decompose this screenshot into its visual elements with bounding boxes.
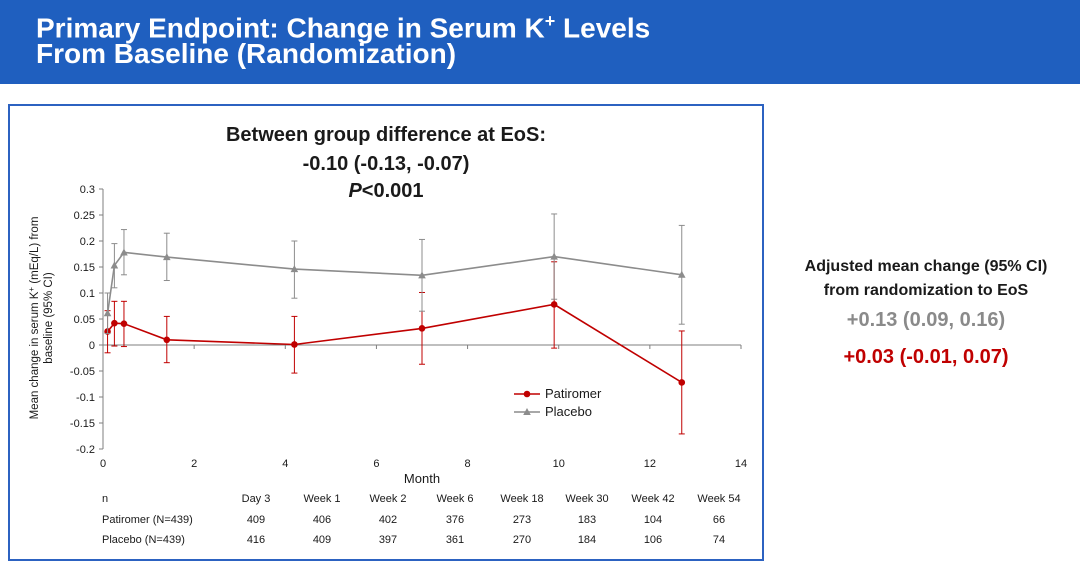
x-tick-label: 10 [553, 458, 565, 470]
table-cell: 409 [246, 514, 266, 526]
table-cell: 184 [577, 534, 597, 546]
annotation-pvalue: P<0.001 [348, 180, 423, 202]
title-superscript: + [544, 11, 556, 31]
table-cell: 270 [512, 534, 532, 546]
placebo-point [120, 248, 128, 256]
slide-title-line1: Primary Endpoint: Change in Serum K+ Lev… [36, 11, 651, 44]
table-cell: 406 [312, 514, 332, 526]
table-column-header: Week 6 [436, 493, 474, 505]
patiromer-point [550, 301, 558, 308]
table-cell: 74 [712, 534, 726, 546]
table-column-header: Week 54 [697, 493, 741, 505]
y-tick-label: 0 [89, 340, 95, 352]
table-n-label: n [102, 493, 109, 505]
table-cell: 361 [445, 534, 465, 546]
table-cell: 402 [378, 514, 398, 526]
placebo-adjusted-change: +0.13 (0.09, 0.16) [846, 309, 1006, 331]
placebo-point [677, 270, 686, 278]
x-axis-label: Month [404, 471, 440, 486]
table-cell: 409 [312, 534, 332, 546]
x-tick-label: 2 [191, 458, 197, 470]
patiromer-line [106, 303, 683, 384]
y-tick-label: 0.15 [74, 262, 95, 274]
table-cell: 106 [643, 534, 663, 546]
side-heading-line2: from randomization to EoS [823, 282, 1029, 299]
x-tick-label: 14 [735, 458, 747, 470]
table-row-label: Placebo (N=439) [102, 534, 185, 546]
placebo-point [418, 271, 426, 279]
table-cell: 397 [378, 534, 398, 546]
legend-marker-patiromer [523, 390, 531, 398]
patiromer-adjusted-change: +0.03 (-0.01, 0.07) [843, 346, 1009, 368]
patiromer-point [111, 319, 118, 327]
table-cell: 66 [712, 514, 726, 526]
y-tick-label: 0.05 [74, 314, 95, 326]
table-column-header: Day 3 [241, 493, 271, 505]
table-cell: 104 [643, 514, 663, 526]
legend-label-patiromer: Patiromer [545, 386, 602, 401]
y-tick-label: -0.05 [70, 366, 95, 378]
x-tick-label: 0 [100, 458, 106, 470]
y-tick-label: 0.3 [80, 184, 95, 196]
patiromer-point [418, 325, 426, 332]
patiromer-point [163, 336, 171, 344]
patiromer-point [120, 320, 128, 327]
placebo-point [103, 309, 112, 317]
table-column-header: Week 1 [303, 493, 341, 505]
table-cell: 273 [512, 514, 532, 526]
x-tick-label: 8 [465, 458, 471, 470]
y-tick-label: -0.1 [76, 392, 95, 404]
side-panel: Adjusted mean change (95% CI) from rando… [772, 255, 1080, 369]
table-column-header: Week 18 [500, 493, 544, 505]
side-heading-line1: Adjusted mean change (95% CI) [804, 258, 1048, 275]
y-axis-label-line2: baseline (95% CI) [43, 272, 55, 364]
x-tick-label: 6 [373, 458, 379, 470]
patiromer-point [678, 379, 686, 386]
placebo-point [110, 261, 119, 269]
table-column-header: Week 2 [369, 493, 407, 505]
annotation-line1: Between group difference at EoS: [226, 124, 546, 146]
table-cell: 183 [577, 514, 597, 526]
x-tick-label: 12 [644, 458, 656, 470]
y-tick-label: 0.25 [74, 210, 95, 222]
y-tick-label: 0.2 [80, 236, 95, 248]
title-banner: Primary Endpoint: Change in Serum K+ Lev… [0, 0, 1080, 84]
legend-label-placebo: Placebo [545, 404, 592, 419]
annotation-line2: -0.10 (-0.13, -0.07) [303, 153, 470, 175]
patiromer-point [291, 341, 298, 348]
slide-title-line2: From Baseline (Randomization) [36, 38, 457, 69]
y-tick-label: -0.2 [76, 444, 95, 456]
placebo-line [106, 251, 682, 314]
x-tick-label: 4 [282, 458, 288, 470]
y-axis-label-line1: Mean change in serum K+ (mEq/L) from [27, 217, 41, 420]
table-column-header: Week 30 [565, 493, 609, 505]
placebo-point [550, 252, 558, 260]
placebo-point [290, 265, 299, 273]
y-tick-label: 0.1 [80, 288, 95, 300]
legend-marker-placebo [523, 408, 531, 415]
table-row-label: Patiromer (N=439) [102, 514, 193, 526]
y-tick-label: -0.15 [70, 418, 95, 430]
table-column-header: Week 42 [631, 493, 675, 505]
table-cell: 376 [445, 514, 465, 526]
placebo-point [163, 253, 171, 261]
table-cell: 416 [246, 534, 266, 546]
